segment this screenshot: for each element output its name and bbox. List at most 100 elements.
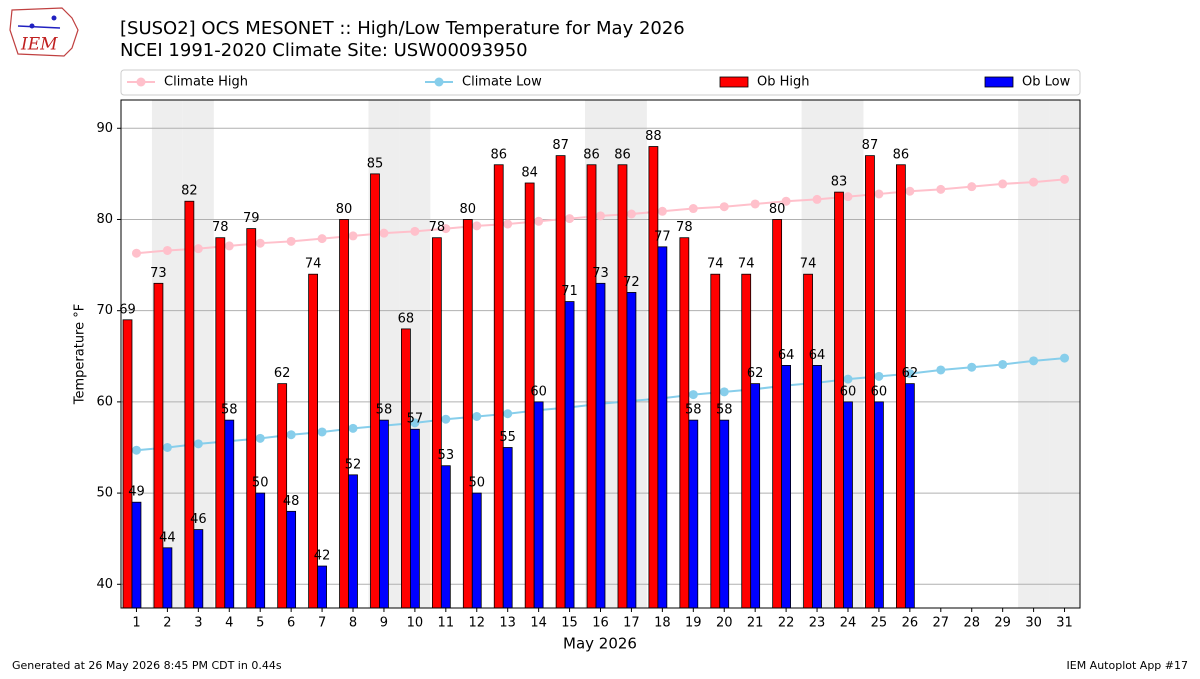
bar-label: 62 — [274, 366, 291, 381]
x-tick-label: 9 — [380, 616, 388, 631]
x-tick-label: 27 — [933, 616, 950, 631]
y-axis-label: Temperature °F — [73, 304, 88, 405]
line-marker — [967, 362, 977, 372]
x-tick-label: 19 — [685, 616, 702, 631]
line-marker — [688, 390, 698, 400]
line-marker — [596, 211, 605, 221]
footer-left: Generated at 26 May 2026 8:45 PM CDT in … — [12, 659, 282, 672]
line-marker — [441, 414, 451, 424]
bar — [812, 365, 822, 609]
legend-swatch — [136, 77, 146, 87]
bar-label: 50 — [252, 476, 269, 491]
bar — [865, 155, 875, 609]
line-marker — [967, 182, 977, 192]
x-tick-label: 18 — [654, 616, 671, 631]
bar — [750, 383, 761, 609]
bar-label: 73 — [150, 266, 167, 281]
line-marker — [286, 236, 296, 246]
bar — [564, 301, 575, 609]
x-tick-label: 24 — [840, 616, 857, 631]
line-marker — [812, 194, 822, 204]
bar-label: 62 — [747, 366, 764, 381]
line-marker — [131, 248, 141, 258]
bar — [502, 447, 513, 609]
bar — [339, 219, 349, 609]
x-tick-label: 15 — [561, 616, 578, 631]
x-tick-label: 20 — [716, 616, 733, 631]
bar — [153, 282, 164, 609]
line-marker — [410, 226, 420, 236]
bar-label: 71 — [561, 284, 578, 299]
line-marker — [348, 231, 358, 241]
bar-label: 80 — [460, 202, 477, 217]
bar — [679, 237, 690, 609]
bar — [648, 146, 659, 609]
line-marker — [719, 387, 729, 397]
bar — [184, 200, 195, 609]
line-marker — [224, 241, 234, 251]
line-marker — [255, 433, 265, 443]
bar — [401, 328, 411, 609]
bar-label: 86 — [583, 147, 600, 162]
line-marker — [162, 442, 172, 452]
bar — [348, 474, 358, 609]
bar-label: 62 — [902, 366, 919, 381]
bar — [657, 246, 668, 609]
bar-label: 82 — [181, 184, 198, 199]
x-tick-label: 21 — [747, 616, 764, 631]
legend-swatch — [434, 77, 444, 87]
x-tick-label: 28 — [963, 616, 980, 631]
bar-label: 78 — [676, 220, 693, 235]
bar-label: 52 — [345, 457, 362, 472]
bar-label: 86 — [614, 147, 631, 162]
bar — [617, 164, 628, 609]
bar — [874, 401, 884, 609]
bar-label: 58 — [685, 403, 702, 418]
bar-label: 78 — [212, 220, 229, 235]
bar-label: 58 — [716, 403, 733, 418]
bar — [595, 282, 606, 609]
x-tick-label: 7 — [318, 616, 326, 631]
x-tick-label: 29 — [994, 616, 1011, 631]
line-marker — [348, 423, 358, 433]
legend-label: Climate High — [164, 75, 248, 90]
x-tick-label: 10 — [407, 616, 424, 631]
y-tick-label: 40 — [96, 577, 113, 592]
y-tick-label: 60 — [96, 394, 113, 409]
bar-label: 80 — [769, 202, 786, 217]
bar-label: 55 — [499, 430, 516, 445]
bar — [379, 419, 389, 609]
x-tick-label: 4 — [225, 616, 233, 631]
line-marker — [565, 214, 575, 224]
bar-label: 86 — [490, 147, 507, 162]
line-marker — [750, 199, 760, 209]
bar-label: 49 — [128, 485, 145, 500]
line-marker — [936, 365, 946, 375]
bar-label: 57 — [407, 412, 424, 427]
line-marker — [1029, 356, 1039, 366]
line-marker — [1029, 177, 1039, 187]
line-marker — [255, 238, 265, 248]
bar — [741, 273, 752, 609]
line-marker — [874, 189, 884, 199]
x-tick-label: 2 — [163, 616, 171, 631]
bar — [431, 237, 442, 609]
bar — [370, 173, 380, 609]
bar-label: 74 — [305, 257, 322, 272]
bar-label: 68 — [398, 311, 415, 326]
bar-label: 64 — [778, 348, 795, 363]
line-marker — [193, 439, 203, 449]
bar-label: 42 — [314, 549, 331, 564]
plot-frame — [120, 99, 1081, 609]
bar — [471, 492, 482, 609]
bar — [462, 219, 473, 609]
x-tick-label: 31 — [1056, 616, 1073, 631]
legend-label: Ob High — [757, 75, 810, 90]
x-tick-label: 23 — [809, 616, 826, 631]
line-marker — [843, 192, 853, 202]
x-tick-label: 6 — [287, 616, 295, 631]
line-marker — [905, 369, 915, 379]
footer-right: IEM Autoplot App #17 — [1067, 659, 1189, 672]
legend-label: Climate Low — [462, 75, 542, 90]
